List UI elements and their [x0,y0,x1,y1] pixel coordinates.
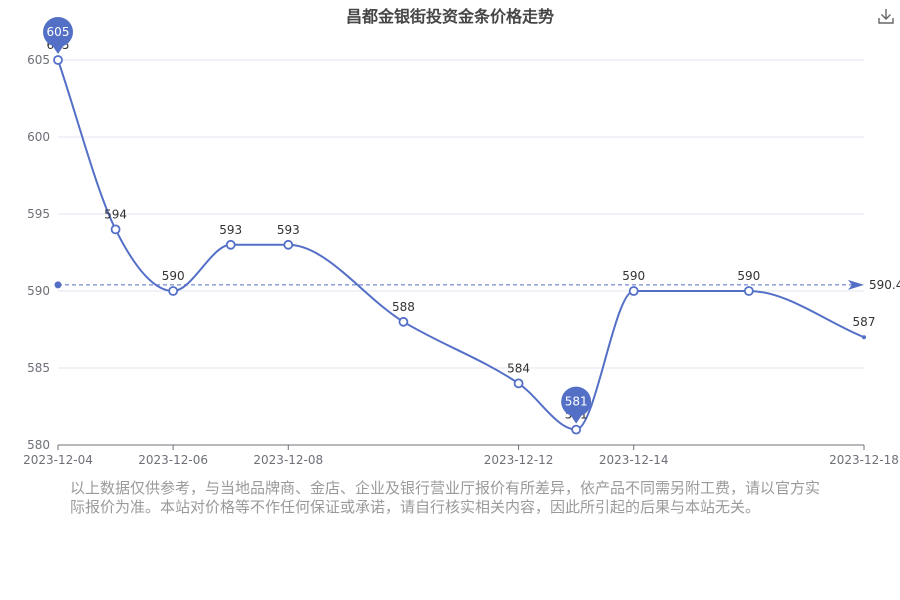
data-point [862,335,866,340]
data-label: 593 [219,223,242,237]
y-tick-label: 585 [27,361,50,375]
data-label: 594 [104,207,127,221]
data-point [110,224,121,235]
y-tick-label: 605 [27,53,50,67]
data-point [283,239,294,250]
data-label: 590 [737,269,760,283]
download-icon[interactable] [876,6,896,26]
data-label: 587 [853,315,876,329]
series-line [57,59,865,431]
average-line-arrow [848,279,864,290]
y-tick-label: 590 [27,284,50,298]
data-point [398,316,409,327]
x-tick-label: 2023-12-06 [138,453,208,467]
max-marker-pin [43,17,73,47]
y-tick-label: 580 [27,438,50,452]
data-point [513,378,524,389]
y-tick-label: 595 [27,207,50,221]
disclaimer-text: 以上数据仅供参考，与当地品牌商、金店、企业及银行营业厅报价有所差异，依产品不同需… [70,479,821,516]
min-marker-label: 581 [565,395,588,409]
x-tick-label: 2023-12-18 [829,453,899,467]
chart-title: 昌都金银街投资金条价格走势 [345,7,554,26]
data-label: 590 [622,269,645,283]
data-point [53,55,63,65]
y-tick-label: 600 [27,130,50,144]
data-label: 584 [507,361,530,375]
data-label: 590 [162,269,185,283]
data-point [225,239,236,250]
x-tick-label: 2023-12-14 [599,453,669,467]
data-point [743,286,754,296]
average-line-start [54,281,62,289]
min-marker-pin [561,386,592,417]
x-tick-label: 2023-12-08 [253,453,323,467]
data-point [571,424,582,435]
x-tick-label: 2023-12-04 [23,453,93,467]
data-point [168,286,179,296]
data-label: 588 [392,300,415,314]
max-marker-label: 605 [47,25,70,39]
data-label: 593 [277,223,300,237]
average-line-label: 590.4 [869,278,900,292]
x-tick-label: 2023-12-12 [484,453,554,467]
data-point [628,286,639,296]
